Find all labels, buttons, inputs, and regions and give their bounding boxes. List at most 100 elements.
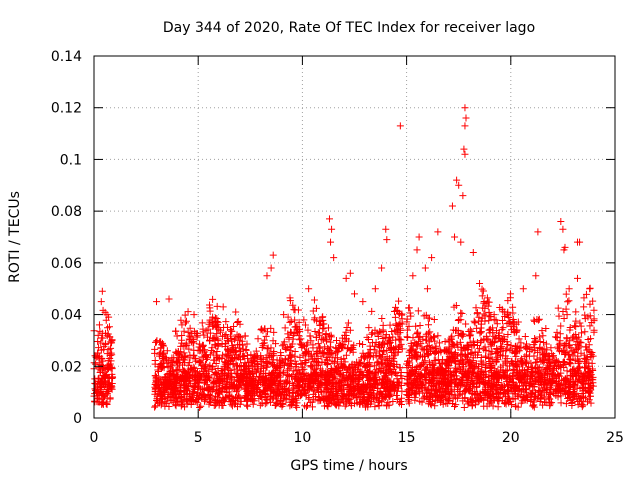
data-point [98,382,106,390]
data-point [318,313,326,321]
data-point [252,369,260,377]
data-point [224,359,232,367]
data-point [356,340,364,348]
data-point [477,328,485,336]
data-point [208,316,216,324]
data-point [586,300,594,308]
data-point [428,254,436,262]
data-point [306,332,314,340]
data-point [535,364,543,372]
data-point [269,377,277,385]
data-point [96,398,104,406]
data-point [420,353,428,361]
data-point [163,347,171,355]
data-point [227,372,235,380]
data-point [422,346,430,354]
data-point [467,350,475,358]
data-point [174,387,182,395]
data-point [411,339,419,347]
data-point [482,352,490,360]
data-point [337,341,345,349]
data-point [257,326,265,334]
data-point [275,384,283,392]
data-point [408,387,416,395]
data-point [297,392,305,400]
data-point [189,372,197,380]
data-point [534,363,542,371]
data-point [455,391,463,399]
data-point [462,368,470,376]
data-point [441,388,449,396]
data-point [106,333,114,341]
data-point [370,376,378,384]
data-point [179,397,187,405]
data-point [286,294,294,302]
data-point [512,352,520,360]
data-point [227,327,235,335]
data-point [463,385,471,393]
data-point [95,354,103,362]
data-point [346,398,354,406]
data-point [573,274,581,282]
data-point [277,378,285,386]
data-point [485,317,493,325]
data-point [383,356,391,364]
data-point [445,352,453,360]
data-point [201,393,209,401]
data-point [514,318,522,326]
data-point [339,363,347,371]
data-point [282,395,290,403]
data-point [368,307,376,315]
data-point [211,314,219,322]
data-point [182,340,190,348]
data-point [280,311,288,319]
data-point [340,362,348,370]
data-point [101,393,109,401]
data-point [378,264,386,272]
data-point [412,340,420,348]
data-point [330,358,338,366]
data-point [518,378,526,386]
data-point [565,359,573,367]
data-point [324,324,332,332]
data-point [298,376,306,384]
data-point [95,374,103,382]
data-point [238,341,246,349]
data-point [206,329,214,337]
data-point [379,350,387,358]
data-point [202,327,210,335]
data-point [486,325,494,333]
data-point [451,403,459,411]
data-point [331,381,339,389]
data-point [188,390,196,398]
data-point [453,176,461,184]
x-tick-label: 5 [194,430,203,446]
data-point [363,397,371,405]
data-point [322,354,330,362]
data-point [438,370,446,378]
data-point [506,373,514,381]
data-point [576,238,584,246]
data-point [444,349,452,357]
data-point [434,228,442,236]
data-point [441,338,449,346]
data-point [461,150,469,158]
data-point [293,325,301,333]
data-point [419,335,427,343]
data-point [547,382,555,390]
data-point [548,375,556,383]
data-point [340,390,348,398]
data-point [222,380,230,388]
data-point [269,362,277,370]
data-point [172,366,180,374]
data-point [448,371,456,379]
y-tick-label: 0.06 [51,256,82,272]
data-point [407,370,415,378]
data-point [583,346,591,354]
data-point [580,294,588,302]
data-point [199,341,207,349]
data-point [338,382,346,390]
data-point [267,264,275,272]
data-point [96,327,104,335]
data-point [557,322,565,330]
